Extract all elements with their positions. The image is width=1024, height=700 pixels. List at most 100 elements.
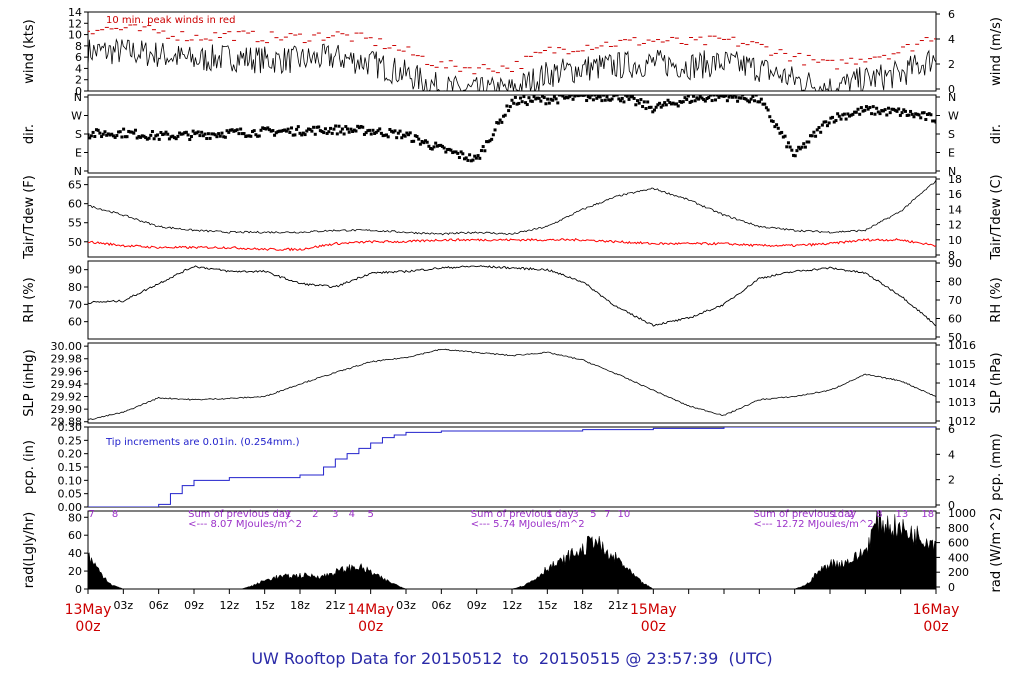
- direction-point: [113, 135, 117, 139]
- direction-point: [671, 101, 675, 105]
- hour-tick-label: 18z: [573, 599, 593, 612]
- direction-point: [622, 100, 626, 104]
- direction-point: [390, 129, 394, 133]
- direction-point: [327, 130, 331, 134]
- direction-point: [822, 120, 826, 124]
- left-tick-label: 60: [68, 316, 82, 329]
- direction-point: [820, 123, 824, 127]
- direction-point: [732, 95, 736, 97]
- direction-point: [169, 135, 173, 139]
- direction-point: [698, 95, 702, 99]
- direction-point: [856, 107, 860, 111]
- direction-point: [466, 158, 470, 162]
- right-tick-label: 4: [948, 33, 955, 46]
- direction-point: [105, 133, 109, 137]
- wind-trace: [88, 38, 936, 91]
- direction-point: [247, 134, 251, 138]
- direction-point: [283, 128, 287, 132]
- direction-point: [200, 130, 204, 134]
- direction-point: [476, 154, 480, 158]
- direction-point: [171, 134, 175, 138]
- direction-point: [117, 130, 121, 134]
- direction-point: [405, 131, 409, 135]
- direction-point: [100, 135, 104, 139]
- right-tick-label: 14: [948, 203, 962, 216]
- right-tick-label: 2: [948, 474, 955, 487]
- direction-point: [320, 129, 324, 133]
- direction-point: [111, 134, 115, 138]
- panel-frame: [87, 260, 937, 340]
- direction-point: [737, 96, 741, 100]
- ylabel-right: Tair/Tdew (C): [989, 174, 1004, 260]
- left-tick-label: 30.00: [51, 340, 83, 353]
- direction-point: [123, 135, 127, 139]
- direction-point: [561, 95, 565, 98]
- date-hour-label: 00z: [75, 619, 100, 635]
- direction-point: [568, 95, 572, 98]
- direction-point: [729, 95, 733, 97]
- direction-point: [245, 134, 249, 138]
- left-tick-label: 2: [75, 74, 82, 87]
- direction-point: [541, 95, 545, 98]
- direction-point: [308, 127, 312, 131]
- direction-point: [758, 100, 762, 104]
- direction-point: [413, 134, 417, 138]
- radiation-sum-label: Sum of previous day: [188, 509, 291, 520]
- direction-point: [608, 98, 612, 102]
- radiation-hour-mark: 7: [604, 509, 610, 520]
- direction-point: [900, 111, 904, 115]
- direction-point: [563, 96, 567, 100]
- direction-point: [926, 112, 930, 116]
- direction-point: [474, 156, 478, 160]
- direction-point: [101, 132, 105, 136]
- direction-point: [639, 98, 643, 102]
- radiation-hour-mark: 3: [572, 509, 578, 520]
- direction-point: [697, 97, 701, 101]
- direction-point: [444, 150, 448, 154]
- direction-point: [208, 136, 212, 140]
- direction-point: [887, 106, 891, 110]
- radiation-hour-mark: 8: [112, 509, 118, 520]
- left-tick-label: 0.10: [58, 474, 83, 487]
- radiation-hour-mark: 1: [285, 509, 291, 520]
- radiation-hour-mark: 1: [832, 509, 838, 520]
- direction-point: [858, 112, 862, 116]
- direction-point: [651, 110, 655, 114]
- direction-point: [400, 136, 404, 140]
- ylabel-left: RH (%): [22, 277, 37, 322]
- direction-point: [825, 124, 829, 128]
- panel-data: [88, 427, 936, 507]
- direction-point: [88, 136, 92, 140]
- direction-point: [369, 132, 373, 136]
- radiation-hour-mark: 2: [312, 509, 318, 520]
- direction-point: [293, 133, 297, 137]
- hour-tick-label: 18z: [290, 599, 310, 612]
- direction-point: [106, 132, 110, 136]
- direction-point: [878, 112, 882, 116]
- direction-point: [569, 95, 573, 97]
- direction-point: [629, 95, 633, 99]
- direction-point: [866, 107, 870, 111]
- direction-point: [130, 130, 134, 134]
- direction-point: [736, 99, 740, 103]
- direction-point: [720, 95, 724, 98]
- direction-point: [407, 133, 411, 137]
- direction-point: [286, 127, 290, 131]
- direction-point: [230, 128, 234, 132]
- direction-point: [432, 145, 436, 149]
- direction-point: [356, 124, 360, 128]
- direction-point: [676, 104, 680, 108]
- direction-point: [96, 128, 100, 132]
- direction-point: [929, 113, 933, 117]
- direction-point: [281, 128, 285, 132]
- left-tick-label: 0.25: [58, 434, 83, 447]
- direction-point: [176, 134, 180, 138]
- radiation-hour-mark: 18: [921, 509, 934, 520]
- direction-point: [469, 159, 473, 163]
- direction-point: [712, 95, 716, 97]
- direction-point: [510, 98, 514, 102]
- direction-point: [225, 129, 229, 133]
- date-hour-label: 00z: [358, 619, 383, 635]
- direction-point: [529, 99, 533, 103]
- direction-point: [201, 134, 205, 138]
